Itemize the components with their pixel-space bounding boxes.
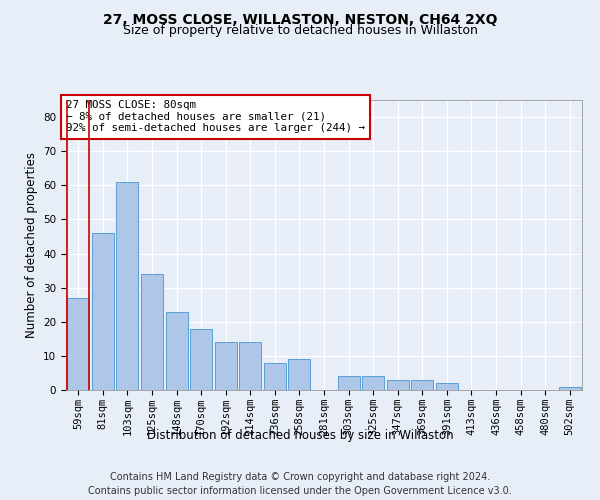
Text: Contains public sector information licensed under the Open Government Licence v3: Contains public sector information licen… — [88, 486, 512, 496]
Text: Distribution of detached houses by size in Willaston: Distribution of detached houses by size … — [146, 428, 454, 442]
Bar — [411, 380, 433, 390]
Bar — [239, 342, 262, 390]
Bar — [166, 312, 188, 390]
Text: Contains HM Land Registry data © Crown copyright and database right 2024.: Contains HM Land Registry data © Crown c… — [110, 472, 490, 482]
Text: 27 MOSS CLOSE: 80sqm
← 8% of detached houses are smaller (21)
92% of semi-detach: 27 MOSS CLOSE: 80sqm ← 8% of detached ho… — [66, 100, 365, 133]
Bar — [436, 383, 458, 390]
Bar — [215, 342, 237, 390]
Bar — [386, 380, 409, 390]
Bar — [264, 362, 286, 390]
Bar — [362, 376, 384, 390]
Y-axis label: Number of detached properties: Number of detached properties — [25, 152, 38, 338]
Bar — [67, 298, 89, 390]
Bar — [190, 328, 212, 390]
Bar — [141, 274, 163, 390]
Bar — [92, 233, 114, 390]
Bar — [289, 360, 310, 390]
Bar — [559, 386, 581, 390]
Bar — [116, 182, 139, 390]
Text: 27, MOSS CLOSE, WILLASTON, NESTON, CH64 2XQ: 27, MOSS CLOSE, WILLASTON, NESTON, CH64 … — [103, 12, 497, 26]
Text: Size of property relative to detached houses in Willaston: Size of property relative to detached ho… — [122, 24, 478, 37]
Bar — [338, 376, 359, 390]
